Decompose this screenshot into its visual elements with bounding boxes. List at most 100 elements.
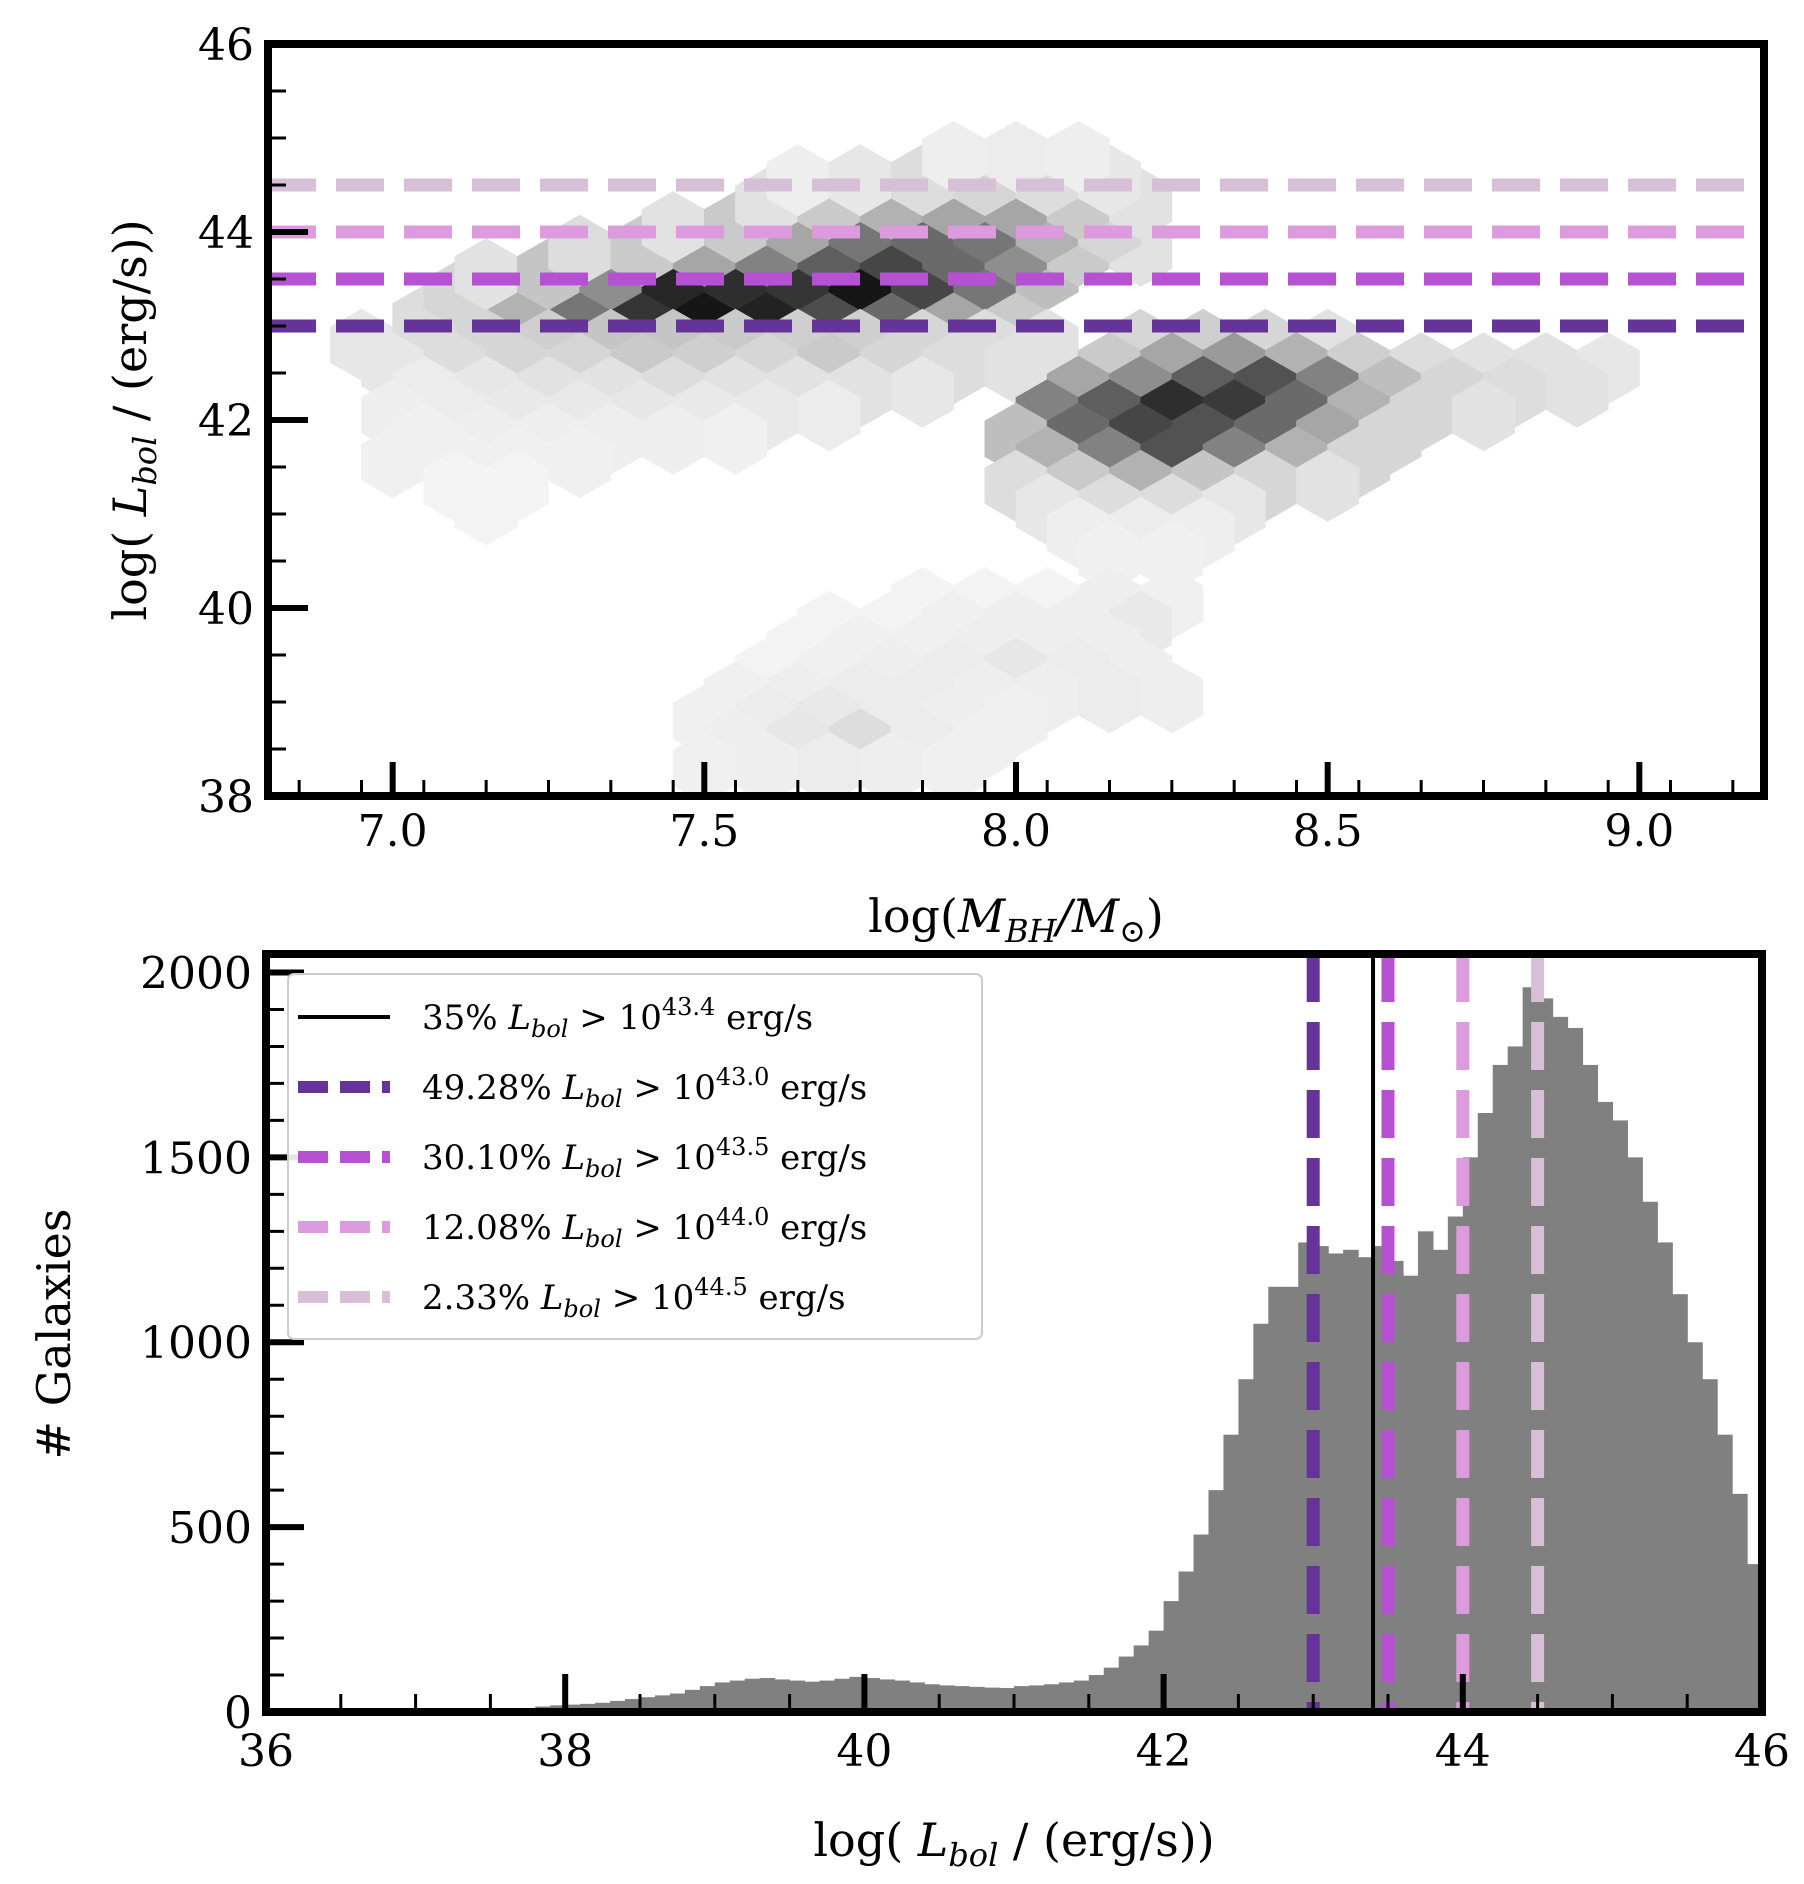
legend-entry: 12.08% Lbol > 1044.0 erg/s xyxy=(298,1203,867,1253)
x-tick-label: 40 xyxy=(836,1726,892,1777)
hexbin-cell xyxy=(984,120,1048,193)
hexbin-cell xyxy=(922,731,986,796)
histogram-bar xyxy=(1223,1434,1239,1712)
y-tick-label: 2000 xyxy=(140,948,252,999)
histogram-bar xyxy=(1268,1286,1284,1712)
histogram-bar xyxy=(1103,1667,1120,1712)
x-tick-label: 7.0 xyxy=(358,806,428,857)
histogram-bar xyxy=(669,1693,686,1712)
histogram-bar xyxy=(924,1684,940,1712)
top-frame xyxy=(264,40,1768,800)
histogram-bar xyxy=(744,1678,761,1712)
hexbin-cells xyxy=(330,120,1640,796)
histogram-bar xyxy=(954,1686,970,1712)
histogram-bar xyxy=(1642,1201,1658,1712)
hexbin-cell xyxy=(1078,520,1141,593)
histogram-bar xyxy=(1178,1571,1195,1712)
y-tick-label: 1500 xyxy=(140,1133,252,1184)
hexbin-cell xyxy=(1046,120,1110,193)
histogram-bar xyxy=(1477,1112,1494,1712)
x-tick-label: 8.0 xyxy=(981,806,1051,857)
hexbin-cell xyxy=(641,191,705,264)
histogram-bar xyxy=(894,1680,910,1712)
hexbin-cell xyxy=(548,426,612,499)
bottom-panel: 36 38 40 42 44 46 0 500 1000 1500 2000 log( Lbol /… xyxy=(27,948,1790,1874)
histogram-bar xyxy=(879,1679,895,1712)
histogram-bar xyxy=(759,1677,776,1712)
histogram-bar xyxy=(729,1680,746,1712)
hexbin-cell xyxy=(891,355,954,428)
legend-label: 35% Lbol > 1043.4 erg/s xyxy=(422,993,813,1043)
histogram-bar xyxy=(595,1702,611,1712)
histogram-bar xyxy=(1492,1064,1509,1712)
legend-box xyxy=(287,973,983,1340)
hexbin-cell xyxy=(735,731,799,796)
histogram-bar xyxy=(1073,1680,1090,1712)
hexbin-cell xyxy=(1140,661,1204,734)
legend-label: 30.10% Lbol > 1043.5 erg/s xyxy=(422,1133,867,1183)
histogram-bar xyxy=(1163,1601,1180,1712)
histogram-bar xyxy=(1343,1249,1359,1712)
histogram-bar xyxy=(684,1689,701,1712)
hexbin-cell xyxy=(1545,355,1609,428)
histogram-bar xyxy=(1402,1275,1419,1712)
hexbin-cell xyxy=(454,473,518,546)
y-tick-label: 42 xyxy=(198,396,254,447)
histogram-bar xyxy=(804,1681,821,1712)
legend-entry: 2.33% Lbol > 1044.5 erg/s xyxy=(298,1273,846,1323)
y-tick-label: 46 xyxy=(198,20,254,71)
histogram-bar xyxy=(909,1682,925,1712)
histogram-bar xyxy=(699,1686,716,1712)
y-tick-label: 500 xyxy=(168,1503,252,1554)
hexbin-cell xyxy=(1078,661,1141,734)
histogram-bar xyxy=(1028,1685,1045,1712)
legend-entry: 30.10% Lbol > 1043.5 erg/s xyxy=(298,1133,867,1183)
histogram-bar xyxy=(1058,1682,1075,1712)
histogram-bar xyxy=(1552,1016,1569,1712)
histogram-bar xyxy=(1417,1231,1434,1712)
x-tick-label: 8.5 xyxy=(1293,806,1363,857)
histogram-bar xyxy=(999,1687,1015,1712)
histogram-bar xyxy=(864,1677,880,1712)
histogram-bar xyxy=(1358,1257,1374,1712)
bottom-ylabel: # Galaxies xyxy=(27,1209,81,1460)
histogram-bar xyxy=(1702,1379,1718,1712)
x-tick-label: 38 xyxy=(537,1726,593,1777)
hexbin-cell xyxy=(922,120,986,193)
x-tick-label: 46 xyxy=(1734,1726,1790,1777)
x-tick-label: 44 xyxy=(1435,1726,1491,1777)
x-tick-label: 42 xyxy=(1136,1726,1192,1777)
hexbin-cell xyxy=(766,144,830,217)
histogram-bar xyxy=(1657,1242,1673,1712)
hexbin-cell xyxy=(797,731,861,796)
top-xlabel: log(MBH/M⊙) xyxy=(868,889,1164,950)
top-ylabel: log( Lbol / (erg/s)) xyxy=(103,219,164,620)
y-tick-label: 44 xyxy=(198,208,254,259)
hexbin-cell xyxy=(859,731,923,796)
histogram-bar xyxy=(1133,1645,1150,1712)
histogram-bar xyxy=(1612,1120,1628,1712)
x-tick-label: 7.5 xyxy=(669,806,739,857)
histogram-bar xyxy=(984,1687,1000,1712)
hexbin-cell xyxy=(641,402,705,475)
histogram-bar xyxy=(1283,1286,1299,1712)
histogram-bar xyxy=(1567,1027,1584,1712)
legend-label: 2.33% Lbol > 1044.5 erg/s xyxy=(422,1273,846,1323)
histogram-bar xyxy=(1582,1064,1599,1712)
histogram-bar xyxy=(939,1685,955,1712)
legend-label: 49.28% Lbol > 1043.0 erg/s xyxy=(422,1063,867,1113)
histogram-bar xyxy=(1148,1630,1165,1712)
histogram-bar xyxy=(1193,1534,1210,1712)
legend-entry: 49.28% Lbol > 1043.0 erg/s xyxy=(298,1063,867,1113)
threshold-lines xyxy=(1306,954,1545,1712)
threshold-lines xyxy=(268,178,1764,333)
x-tick-label: 36 xyxy=(238,1726,294,1777)
histogram-bar xyxy=(1687,1342,1703,1712)
histogram-bar xyxy=(1238,1379,1254,1712)
hexbin-cell xyxy=(828,144,892,217)
histogram-bar xyxy=(1732,1493,1748,1712)
hexbin-cell xyxy=(797,379,861,452)
histogram-bar xyxy=(1672,1294,1688,1712)
histogram-bar xyxy=(1253,1323,1269,1712)
